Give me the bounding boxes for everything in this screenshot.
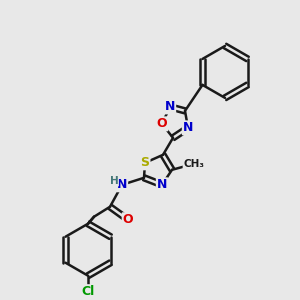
Text: O: O xyxy=(157,117,167,130)
Text: O: O xyxy=(123,213,133,226)
Text: CH₃: CH₃ xyxy=(184,159,205,169)
Text: N: N xyxy=(165,100,175,113)
Text: S: S xyxy=(140,156,149,169)
Text: N: N xyxy=(117,178,127,191)
Text: N: N xyxy=(157,178,167,191)
Text: H: H xyxy=(110,176,118,186)
Text: Cl: Cl xyxy=(81,285,94,298)
Text: N: N xyxy=(183,122,193,134)
